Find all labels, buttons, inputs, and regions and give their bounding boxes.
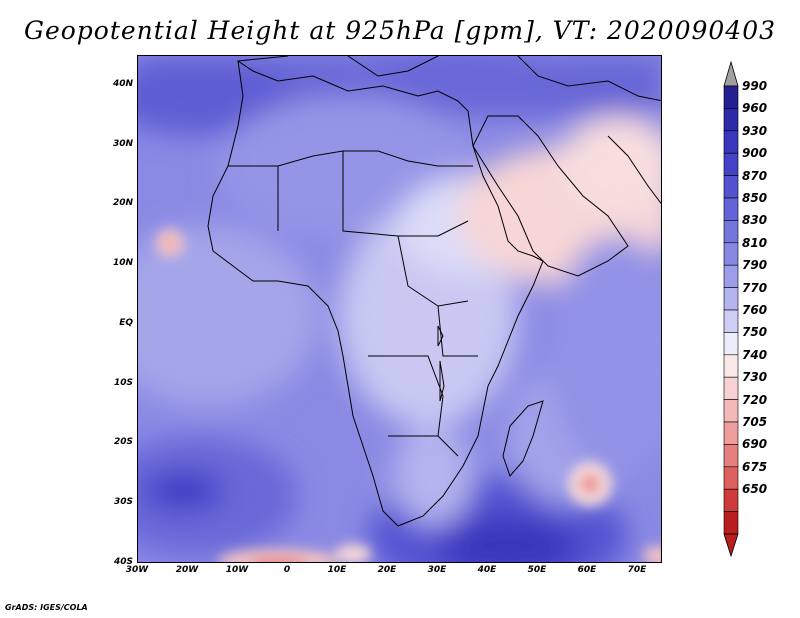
latitude-tick-label: 20S: [113, 437, 133, 448]
colorbar-level-label: 850: [742, 191, 768, 205]
height-field-map: [138, 56, 661, 562]
colorbar-level-label: 810: [742, 235, 768, 250]
colorbar-level-label: 705: [742, 415, 768, 429]
colorbar-level-label: 750: [742, 325, 768, 340]
colorbar-swatch: [723, 332, 739, 356]
longitude-tick-label: 30E: [427, 565, 447, 575]
colorbar-level-label: 740: [742, 347, 768, 362]
longitude-tick-label: 70E: [627, 565, 647, 575]
longitude-tick-label: 10E: [327, 565, 347, 575]
colorbar-level-label: 930: [742, 123, 768, 138]
colorbar-swatch: [723, 354, 739, 378]
longitude-tick-label: 10W: [225, 565, 249, 575]
colorbar-swatch: [723, 85, 739, 109]
colorbar-swatch: [723, 444, 739, 468]
latitude-tick-label: 30S: [113, 497, 133, 508]
colorbar-bottom-arrow: [723, 533, 739, 558]
latitude-tick-label: 30N: [112, 138, 133, 149]
latitude-tick-label: 10N: [112, 258, 133, 269]
colorbar-level-label: 870: [742, 168, 768, 183]
map-panel: [137, 55, 662, 563]
colorbar-swatch: [723, 130, 739, 154]
latitude-tick-label: EQ: [119, 317, 133, 328]
colorbar-level-label: 960: [742, 101, 768, 116]
colorbar-swatch: [723, 242, 739, 266]
colorbar-level-label: 830: [742, 213, 768, 228]
longitude-tick-label: 30W: [125, 565, 149, 575]
colorbar-swatch: [723, 511, 739, 535]
country-borders: [228, 150, 478, 457]
arabia-coastline: [472, 115, 629, 277]
colorbar-swatch: [723, 309, 739, 333]
colorbar-level-label: 990: [742, 79, 768, 93]
colorbar-swatch: [723, 376, 739, 400]
colorbar-swatch: [723, 220, 739, 244]
local-features: [156, 229, 661, 562]
colorbar-swatch: [723, 287, 739, 311]
colorbar-swatch: [723, 108, 739, 132]
longitude-tick-label: 20W: [175, 565, 199, 575]
colorbar-level-label: 690: [742, 437, 768, 452]
coastlines: [207, 56, 661, 527]
colorbar-level-label: 675: [742, 459, 768, 474]
madagascar-coastline: [502, 400, 544, 477]
colorbar-swatch: [723, 197, 739, 221]
lake-outlines: [437, 325, 445, 402]
colorbar-top-arrow: [723, 60, 739, 87]
colorbar-level-label: 770: [742, 280, 768, 295]
colorbar-swatch: [723, 399, 739, 423]
colorbar-swatches: [723, 60, 739, 558]
latitude-tick-label: 40S: [113, 557, 133, 567]
colorbar-level-label: 760: [742, 303, 768, 317]
latitude-tick-label: 40N: [112, 78, 133, 89]
colorbar-swatch: [723, 421, 739, 445]
europe-coastline: [237, 56, 661, 102]
colorbar-swatch: [723, 264, 739, 288]
longitude-tick-label: 50E: [527, 565, 547, 575]
colorbar-swatch: [723, 152, 739, 176]
smooth-field: [138, 56, 661, 562]
longitude-tick-label: 0: [283, 565, 291, 575]
map-title: Geopotential Height at 925hPa [gpm], VT:…: [23, 16, 777, 45]
colorbar-swatch: [723, 488, 739, 512]
longitude-tick-label: 60E: [577, 565, 597, 575]
colorbar-level-label: 720: [742, 392, 768, 407]
colorbar-level-label: 650: [742, 482, 768, 497]
colorbar-level-label: 730: [742, 370, 768, 385]
latitude-tick-label: 10S: [113, 377, 133, 388]
colorbar-swatch: [723, 466, 739, 490]
africa-coastline: [207, 59, 544, 527]
colorbar-level-label: 790: [742, 258, 768, 273]
longitude-tick-label: 20E: [377, 565, 397, 575]
latitude-tick-label: 20N: [112, 198, 133, 209]
colorbar-level-label: 900: [742, 146, 768, 161]
asia-coastline: [607, 135, 661, 205]
colorbar-swatch: [723, 175, 739, 199]
grads-credit: GrADS: IGES/COLA: [5, 603, 88, 612]
longitude-tick-label: 40E: [477, 565, 497, 575]
